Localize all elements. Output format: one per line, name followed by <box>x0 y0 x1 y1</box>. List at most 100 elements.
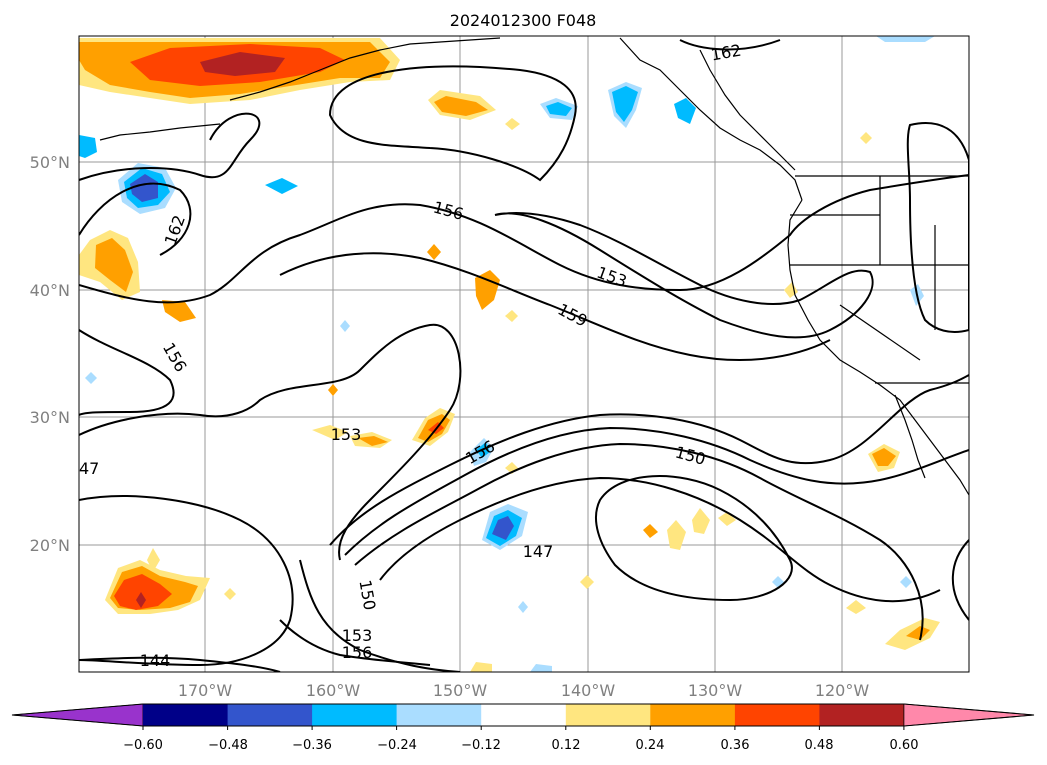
shade-warm-dot-6 <box>580 575 594 589</box>
map-title: 2024012300 F048 <box>450 11 597 30</box>
contour-jet-1 <box>329 374 969 546</box>
map-background <box>79 36 969 672</box>
colorbar-tick-label: −0.12 <box>461 738 501 753</box>
shade-warm-nw-dark <box>200 52 285 76</box>
lon-label: 170°W <box>178 681 233 700</box>
map-content: 162 162 156 153 159 156 153 156 150 147 … <box>79 36 969 672</box>
shade-cool-dot-3 <box>518 601 528 613</box>
coast-alaska-panhandle <box>619 37 803 201</box>
contour-label: 144 <box>140 651 171 670</box>
colorbar-segment <box>312 704 398 726</box>
colorbar-segment <box>143 704 228 726</box>
contours <box>79 39 969 672</box>
contour-label: 147 <box>523 542 554 561</box>
coast-us-west <box>787 199 969 496</box>
contour-162-lobe <box>328 65 577 182</box>
lon-label: 160°W <box>306 681 361 700</box>
shade-warm-dot-2 <box>475 270 500 310</box>
shade-warm-west-small <box>162 300 196 322</box>
shade-warm-sw-spur <box>147 548 160 572</box>
shade-warm-east-5 <box>860 132 872 144</box>
contour-label: 156 <box>342 643 373 662</box>
contour-162-north <box>679 39 781 51</box>
contour-153-south <box>279 619 431 666</box>
contour-jet-2 <box>344 426 969 556</box>
colorbar-tick-label: 0.24 <box>636 738 665 753</box>
latitude-labels: 50°N 40°N 30°N 20°N <box>30 153 70 555</box>
shade-warm-dot-3 <box>505 310 518 322</box>
shade-warm-central-1 <box>312 425 348 440</box>
shade-warm-east-1b <box>872 448 896 466</box>
contour-label: 153 <box>342 626 373 645</box>
contour-ring-nw <box>79 112 261 181</box>
contour-162-west <box>79 182 192 256</box>
contour-label: 153 <box>331 425 362 444</box>
contour-147-main <box>379 476 941 603</box>
shade-cool-north-1b <box>546 102 572 116</box>
shade-warm-dot-7 <box>643 524 658 538</box>
contour-153-west <box>79 323 462 561</box>
lon-label: 150°W <box>433 681 488 700</box>
colorbar-extend-high <box>903 703 1035 727</box>
shade-warm-west-orange <box>95 238 133 292</box>
colorbar-tick-label: 0.60 <box>890 738 919 753</box>
colorbar-segment <box>396 704 482 726</box>
lat-label: 30°N <box>30 408 70 427</box>
contour-156-main <box>79 174 969 304</box>
colorbar-tick-label: 0.36 <box>721 738 750 753</box>
colorbar-segment <box>734 704 820 726</box>
colorbar-segment <box>819 704 905 726</box>
lat-label: 50°N <box>30 153 70 172</box>
colorbar-segment <box>650 704 736 726</box>
contour-159 <box>279 252 831 361</box>
shade-warm-north-2 <box>505 118 520 130</box>
contour-156-west <box>79 329 175 416</box>
contour-east-lower <box>951 539 969 621</box>
colorbar-tick-labels: −0.60 −0.48 −0.36 −0.24 −0.12 0.12 0.24 … <box>123 738 918 753</box>
colorbar-segment <box>565 704 651 726</box>
graticule <box>79 36 969 672</box>
shade-cool-dot-5 <box>900 576 912 588</box>
contour-144 <box>79 656 281 672</box>
colorbar-segments <box>11 703 1035 730</box>
coast-baja <box>894 394 926 479</box>
shade-warm-dot-1 <box>427 244 441 260</box>
shade-warm-dot-9 <box>692 508 710 534</box>
shade-warm-bottom-1 <box>470 662 492 672</box>
coast-alaska <box>229 37 501 101</box>
shade-warm-sw-red <box>114 574 172 610</box>
colorbar-tick-label: −0.48 <box>208 738 248 753</box>
contour-inner-ring <box>595 475 793 602</box>
colorbar-extend-low <box>11 703 144 727</box>
shade-cool-left-edge <box>79 135 97 158</box>
shade-warm-sw-dot <box>224 588 236 600</box>
shade-cool-north-4 <box>265 178 298 194</box>
colorbar: −0.60 −0.48 −0.36 −0.24 −0.12 0.12 0.24 … <box>11 703 1035 753</box>
shading <box>79 36 940 672</box>
map-frame <box>78 35 970 673</box>
shade-cool-north-5 <box>876 36 935 42</box>
shade-cool-south-1c <box>492 516 514 540</box>
shade-cool-bottom-1 <box>530 664 552 672</box>
shade-warm-north-1b <box>434 96 488 116</box>
lat-label: 40°N <box>30 281 70 300</box>
lon-label: 140°W <box>561 681 616 700</box>
colorbar-tick-label: −0.60 <box>123 738 163 753</box>
shade-warm-dot-10 <box>718 512 736 526</box>
contour-147-ring <box>79 495 294 667</box>
colorbar-tick-label: 0.12 <box>552 738 581 753</box>
shade-cool-dot-1 <box>340 320 350 332</box>
coast-islands-aleut <box>99 123 221 141</box>
shade-warm-central-2b <box>358 436 388 446</box>
lon-label: 130°W <box>688 681 743 700</box>
lon-label: 120°W <box>815 681 870 700</box>
contour-label: 47 <box>79 459 99 478</box>
longitude-labels: 170°W 160°W 150°W 140°W 130°W 120°W <box>178 681 870 700</box>
colorbar-segment <box>227 704 313 726</box>
contour-jet-3 <box>354 442 924 641</box>
coastlines <box>99 37 969 496</box>
shade-cool-nw-mid <box>130 174 158 202</box>
colorbar-tick-label: 0.48 <box>805 738 834 753</box>
contour-153 <box>494 212 874 339</box>
